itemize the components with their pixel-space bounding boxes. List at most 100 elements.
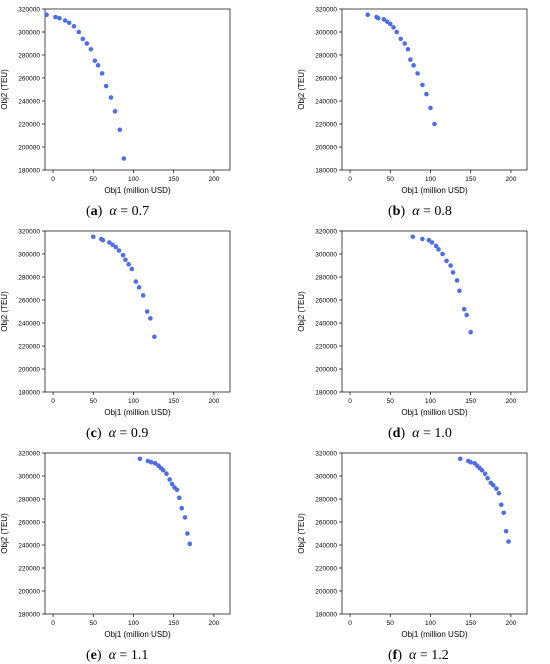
y-tick-label: 180000 (315, 611, 337, 618)
caption-letter: d (392, 426, 401, 441)
panel-caption-e: (e) α = 1.1 (86, 648, 149, 663)
x-tick-label: 200 (208, 176, 219, 183)
data-point (468, 459, 473, 465)
caption-alpha: α = 1.1 (108, 648, 149, 663)
y-tick-label: 180000 (315, 167, 337, 174)
data-point (457, 456, 463, 462)
data-point (167, 477, 172, 482)
data-point (53, 14, 58, 20)
panel-caption-b: (b) α = 0.8 (388, 204, 452, 219)
x-tick-label: 100 (425, 176, 436, 183)
data-point (177, 495, 182, 501)
x-tick-label: 150 (465, 398, 476, 405)
data-point (501, 510, 506, 516)
data-point (410, 234, 416, 240)
y-tick-label: 300000 (18, 29, 40, 36)
data-point (100, 237, 106, 243)
data-point (479, 467, 485, 473)
data-point (454, 278, 460, 283)
data-point (57, 15, 62, 21)
data-point (365, 12, 371, 18)
panel-caption-d: (d) α = 1.0 (388, 426, 452, 441)
x-axis-label: Obj1 (million USD) (401, 630, 468, 639)
data-point (494, 486, 499, 491)
x-tick-label: 200 (208, 398, 219, 405)
data-point (490, 482, 496, 488)
caption-letter: c (90, 426, 97, 441)
y-tick-label: 260000 (18, 297, 40, 304)
x-tick-label: 150 (168, 176, 179, 183)
data-point (420, 82, 425, 88)
x-tick-label: 0 (51, 398, 55, 405)
y-tick-label: 260000 (315, 297, 337, 304)
x-tick-label: 100 (128, 620, 139, 627)
data-point (164, 471, 169, 476)
data-point (160, 467, 166, 473)
data-point (80, 36, 86, 42)
y-tick-label: 240000 (315, 320, 337, 327)
data-point (428, 105, 433, 111)
data-point (140, 293, 146, 298)
x-tick-label: 50 (90, 176, 98, 183)
plot-frame (44, 8, 231, 171)
y-tick-label: 200000 (18, 144, 40, 151)
y-tick-label: 220000 (315, 121, 337, 128)
data-point (95, 63, 101, 68)
x-axis-label: Obj1 (million USD) (401, 186, 468, 195)
x-tick-label: 0 (51, 176, 55, 183)
y-tick-label: 320000 (315, 6, 337, 13)
data-point (182, 515, 188, 520)
data-point (405, 46, 411, 52)
x-axis-label: Obj1 (million USD) (104, 408, 171, 417)
y-tick-label: 280000 (315, 52, 337, 59)
x-axis-label: Obj1 (million USD) (401, 408, 468, 417)
y-tick-label: 320000 (315, 228, 337, 235)
y-tick-label: 260000 (18, 75, 40, 82)
data-point (92, 58, 98, 64)
data-point (420, 236, 425, 242)
data-point (448, 263, 453, 268)
data-point (408, 57, 413, 62)
x-axis-label: Obj1 (million USD) (104, 186, 171, 195)
y-tick-label: 260000 (18, 519, 40, 526)
x-tick-label: 0 (348, 176, 352, 183)
scatter-panel-e: 0 50 100 150 200 180000 200000 220000 240000 2600… (0, 450, 231, 639)
data-point (485, 476, 490, 481)
scatter-panel-a: 0 50 100 150 200 180000 200000 220000 240000 2600… (0, 6, 231, 195)
x-tick-label: 200 (505, 620, 516, 627)
data-point (436, 247, 441, 252)
data-point (179, 505, 185, 511)
caption-alpha: α = 0.9 (108, 426, 149, 441)
y-axis-label: Obj2 (TEU) (297, 513, 306, 554)
data-point (402, 41, 408, 46)
caption-alpha: α = 0.8 (412, 204, 452, 219)
y-tick-label: 240000 (18, 98, 40, 105)
x-tick-label: 200 (505, 176, 516, 183)
y-axis-label: Obj2 (TEU) (297, 291, 306, 332)
y-axis-label: Obj2 (TEU) (0, 69, 9, 110)
data-point (121, 156, 127, 161)
y-tick-label: 200000 (315, 588, 337, 595)
y-tick-label: 300000 (18, 251, 40, 258)
x-tick-label: 150 (465, 620, 476, 627)
data-point (461, 306, 467, 312)
data-point (506, 539, 511, 544)
data-point (84, 41, 90, 46)
plot-frame (44, 452, 231, 615)
y-tick-label: 220000 (315, 565, 337, 572)
y-tick-label: 320000 (315, 450, 337, 457)
y-axis-label: Obj2 (TEU) (0, 291, 9, 332)
y-tick-label: 300000 (315, 473, 337, 480)
data-point (424, 91, 429, 97)
x-tick-label: 0 (348, 620, 352, 627)
data-point (185, 531, 190, 536)
caption-alpha: α = 0.7 (109, 204, 150, 219)
data-point (110, 242, 115, 248)
data-point (391, 25, 396, 30)
data-point (44, 12, 49, 18)
x-tick-label: 100 (128, 398, 139, 405)
y-tick-label: 200000 (315, 144, 337, 151)
y-tick-label: 260000 (315, 519, 337, 526)
data-point (375, 15, 381, 21)
data-point (137, 456, 143, 462)
